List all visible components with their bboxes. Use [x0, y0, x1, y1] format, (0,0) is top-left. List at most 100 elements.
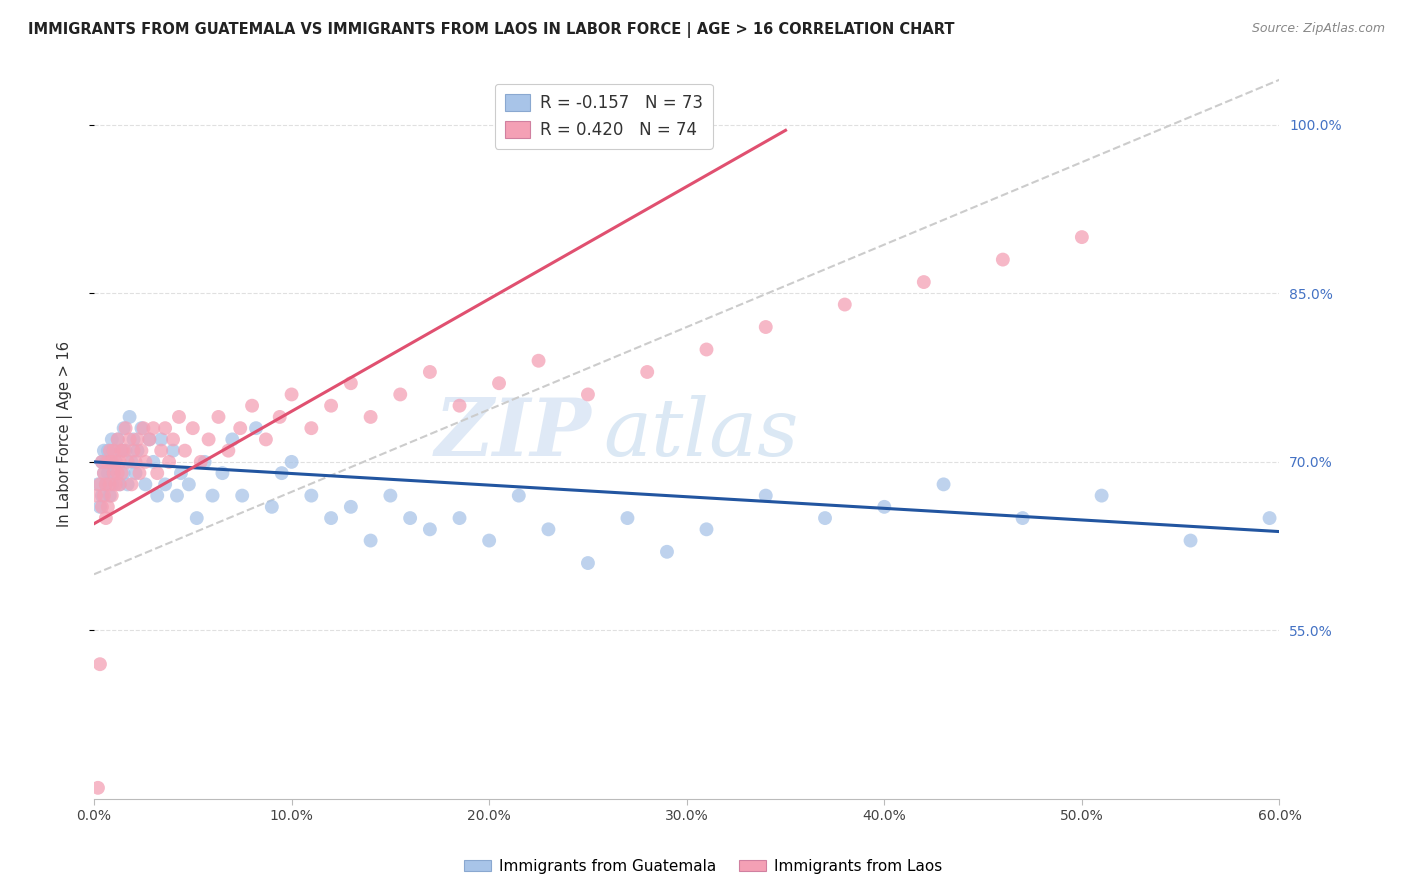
Point [162, 443, 184, 458]
Point [932, 477, 955, 491]
Point [94, 477, 117, 491]
Point [537, 522, 560, 536]
Point [170, 466, 193, 480]
Point [174, 443, 197, 458]
Point [128, 466, 150, 480]
Point [122, 443, 145, 458]
Point [167, 409, 190, 424]
Point [107, 466, 129, 480]
Point [1070, 230, 1092, 244]
Point [90, 455, 112, 469]
Point [991, 252, 1014, 267]
Point [103, 443, 125, 458]
Point [636, 365, 658, 379]
Point [527, 353, 550, 368]
Point [87, 477, 110, 491]
Point [138, 433, 160, 447]
Point [449, 399, 471, 413]
Point [576, 556, 599, 570]
Point [103, 443, 125, 458]
Point [117, 455, 139, 469]
Point [138, 433, 160, 447]
Point [1180, 533, 1202, 548]
Point [97, 443, 120, 458]
Point [245, 421, 267, 435]
Point [153, 477, 176, 491]
Point [111, 466, 134, 480]
Legend: Immigrants from Guatemala, Immigrants from Laos: Immigrants from Guatemala, Immigrants fr… [457, 853, 949, 880]
Point [240, 399, 263, 413]
Point [508, 489, 530, 503]
Point [103, 466, 125, 480]
Point [127, 443, 149, 458]
Point [616, 511, 638, 525]
Point [207, 409, 229, 424]
Point [269, 409, 291, 424]
Point [280, 387, 302, 401]
Point [111, 443, 134, 458]
Point [142, 421, 165, 435]
Point [181, 421, 204, 435]
Point [157, 455, 180, 469]
Point [340, 376, 363, 391]
Point [114, 443, 136, 458]
Point [360, 533, 382, 548]
Point [399, 511, 422, 525]
Point [90, 455, 112, 469]
Point [98, 477, 121, 491]
Point [319, 399, 342, 413]
Point [478, 533, 501, 548]
Point [94, 511, 117, 525]
Point [231, 489, 253, 503]
Point [201, 489, 224, 503]
Point [124, 466, 146, 480]
Point [834, 297, 856, 311]
Point [103, 466, 125, 480]
Point [117, 477, 139, 491]
Point [124, 455, 146, 469]
Point [162, 433, 184, 447]
Point [93, 466, 115, 480]
Point [111, 443, 134, 458]
Point [108, 477, 131, 491]
Point [104, 455, 127, 469]
Point [814, 511, 837, 525]
Point [98, 443, 121, 458]
Text: IMMIGRANTS FROM GUATEMALA VS IMMIGRANTS FROM LAOS IN LABOR FORCE | AGE > 16 CORR: IMMIGRANTS FROM GUATEMALA VS IMMIGRANTS … [28, 22, 955, 38]
Point [380, 489, 402, 503]
Point [177, 477, 200, 491]
Point [873, 500, 896, 514]
Point [107, 433, 129, 447]
Point [150, 433, 173, 447]
Point [166, 489, 188, 503]
Point [360, 409, 382, 424]
Point [131, 443, 153, 458]
Point [94, 477, 117, 491]
Point [695, 343, 717, 357]
Point [134, 455, 156, 469]
Point [93, 443, 115, 458]
Point [89, 500, 111, 514]
Point [186, 511, 208, 525]
Point [132, 421, 155, 435]
Point [280, 455, 302, 469]
Point [221, 433, 243, 447]
Text: ZIP: ZIP [434, 395, 592, 473]
Point [912, 275, 935, 289]
Point [695, 522, 717, 536]
Point [108, 477, 131, 491]
Point [755, 320, 778, 334]
Point [134, 477, 156, 491]
Point [153, 421, 176, 435]
Point [121, 477, 143, 491]
Point [260, 500, 283, 514]
Point [1258, 511, 1281, 525]
Point [104, 477, 127, 491]
Point [87, 780, 110, 795]
Point [270, 466, 292, 480]
Point [118, 409, 141, 424]
Text: atlas: atlas [603, 395, 799, 473]
Point [419, 522, 441, 536]
Point [389, 387, 412, 401]
Point [229, 421, 252, 435]
